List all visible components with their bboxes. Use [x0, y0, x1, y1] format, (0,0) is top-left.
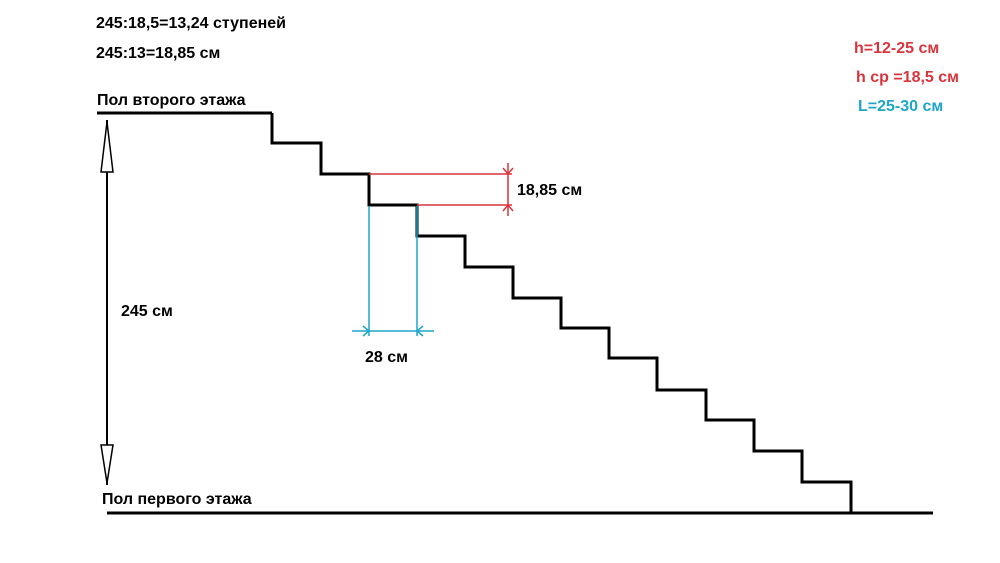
lower-floor-label: Пол первого этажа: [102, 491, 252, 508]
stair-profile: [270, 113, 853, 513]
norm-tread-range: L=25-30 см: [858, 98, 943, 115]
riser-label: 18,85 см: [517, 182, 582, 199]
tread-label: 28 см: [365, 349, 408, 366]
arrow-up-icon: [100, 121, 114, 173]
norm-riser-range: h=12-25 см: [854, 40, 939, 57]
arrow-down-icon: [100, 444, 114, 484]
norm-riser-average: h ср =18,5 см: [856, 69, 959, 86]
upper-floor-label: Пол второго этажа: [97, 92, 246, 109]
tread-dimension: [352, 206, 434, 337]
total-height-label: 245 см: [121, 303, 173, 320]
riser-dimension: [369, 163, 514, 216]
formula-step-height: 245:13=18,85 см: [96, 45, 220, 62]
total-height-dimension: [100, 120, 114, 485]
formula-steps-count: 245:18,5=13,24 ступеней: [96, 15, 286, 32]
